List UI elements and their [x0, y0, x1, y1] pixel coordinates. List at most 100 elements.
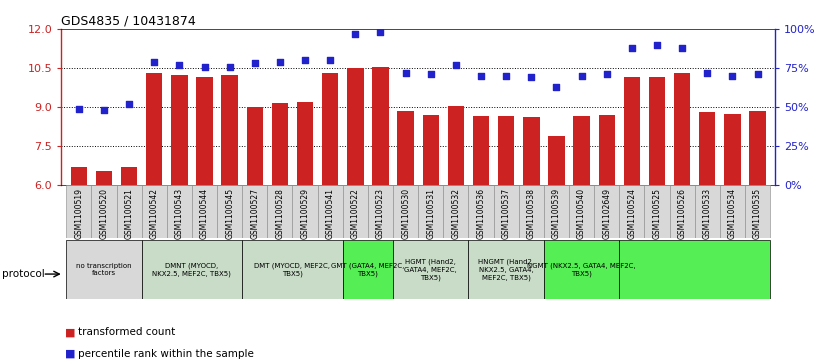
Bar — [498, 116, 514, 185]
Bar — [171, 74, 188, 185]
Point — [324, 57, 337, 63]
Bar — [544, 185, 569, 238]
Point — [248, 61, 261, 66]
Bar — [448, 106, 464, 185]
Bar — [142, 185, 166, 238]
Text: GSM1102649: GSM1102649 — [602, 188, 611, 239]
Text: GSM1100538: GSM1100538 — [527, 188, 536, 239]
Bar — [749, 111, 765, 185]
Text: DMNT (MYOCD,
NKX2.5, MEF2C, TBX5): DMNT (MYOCD, NKX2.5, MEF2C, TBX5) — [153, 262, 232, 277]
Bar — [393, 185, 418, 238]
Bar — [548, 136, 565, 185]
Text: GSM1100534: GSM1100534 — [728, 188, 737, 239]
Text: HGMT (Hand2,
GATA4, MEF2C,
TBX5): HGMT (Hand2, GATA4, MEF2C, TBX5) — [405, 258, 457, 281]
Text: GSM1100539: GSM1100539 — [552, 188, 561, 239]
Text: GSM1100519: GSM1100519 — [74, 188, 83, 239]
Bar — [443, 185, 468, 238]
Bar — [599, 115, 615, 185]
Point — [348, 31, 361, 37]
Bar — [569, 185, 594, 238]
Bar — [166, 185, 192, 238]
Point — [475, 73, 488, 79]
Text: GSM1100545: GSM1100545 — [225, 188, 234, 239]
Point — [73, 106, 86, 111]
Bar — [66, 185, 91, 238]
Text: protocol: protocol — [2, 269, 45, 279]
Bar — [619, 185, 645, 238]
Bar — [523, 118, 539, 185]
Bar — [197, 77, 213, 185]
Point — [223, 64, 236, 69]
Bar — [343, 240, 393, 299]
Bar — [192, 185, 217, 238]
Bar — [397, 111, 414, 185]
Point — [122, 101, 135, 107]
Text: GSM1100533: GSM1100533 — [703, 188, 712, 239]
Bar — [423, 115, 439, 185]
Point — [198, 64, 211, 69]
Text: ■: ■ — [65, 349, 76, 359]
Bar — [720, 185, 745, 238]
Text: GSM1100529: GSM1100529 — [300, 188, 309, 239]
Point — [148, 59, 161, 65]
Point — [399, 70, 412, 76]
Text: GSM1100526: GSM1100526 — [677, 188, 687, 239]
Text: GSM1100527: GSM1100527 — [251, 188, 259, 239]
Bar — [393, 240, 468, 299]
Bar — [146, 73, 162, 185]
Text: GMT (GATA4, MEF2C,
TBX5): GMT (GATA4, MEF2C, TBX5) — [331, 262, 405, 277]
Bar — [745, 185, 770, 238]
Text: GSM1100540: GSM1100540 — [577, 188, 586, 239]
Point — [575, 73, 588, 79]
Text: percentile rank within the sample: percentile rank within the sample — [78, 349, 255, 359]
Bar — [322, 73, 339, 185]
Text: NGMT (NKX2.5, GATA4, MEF2C,
TBX5): NGMT (NKX2.5, GATA4, MEF2C, TBX5) — [527, 262, 636, 277]
Bar — [418, 185, 443, 238]
Bar — [246, 107, 263, 185]
Text: GSM1100541: GSM1100541 — [326, 188, 335, 239]
Bar — [544, 240, 619, 299]
Bar — [519, 185, 544, 238]
Bar — [619, 240, 770, 299]
Bar — [694, 185, 720, 238]
Bar — [343, 185, 368, 238]
Bar — [674, 73, 690, 185]
Bar — [221, 74, 237, 185]
Point — [650, 42, 663, 48]
Point — [273, 59, 286, 65]
Text: GSM1100522: GSM1100522 — [351, 188, 360, 238]
Bar — [725, 114, 741, 185]
Bar — [66, 240, 142, 299]
Text: GSM1100531: GSM1100531 — [426, 188, 435, 239]
Bar — [368, 185, 393, 238]
Point — [701, 70, 714, 76]
Bar — [242, 185, 268, 238]
Point — [601, 72, 614, 77]
Bar — [121, 167, 137, 185]
Text: ■: ■ — [65, 327, 76, 337]
Bar — [645, 185, 670, 238]
Bar — [574, 116, 590, 185]
Text: GSM1100532: GSM1100532 — [451, 188, 460, 239]
Text: GSM1100530: GSM1100530 — [401, 188, 410, 239]
Text: GSM1100520: GSM1100520 — [100, 188, 109, 239]
Point — [97, 107, 110, 113]
Text: GDS4835 / 10431874: GDS4835 / 10431874 — [61, 15, 196, 28]
Text: transformed count: transformed count — [78, 327, 175, 337]
Bar — [372, 67, 388, 185]
Text: DMT (MYOCD, MEF2C,
TBX5): DMT (MYOCD, MEF2C, TBX5) — [255, 262, 330, 277]
Point — [525, 74, 538, 80]
Point — [424, 72, 437, 77]
Bar — [494, 185, 519, 238]
Bar — [699, 112, 716, 185]
Bar — [91, 185, 117, 238]
Bar — [242, 240, 343, 299]
Bar — [468, 185, 494, 238]
Text: GSM1100523: GSM1100523 — [376, 188, 385, 239]
Bar — [468, 240, 544, 299]
Point — [374, 29, 387, 35]
Point — [625, 45, 638, 51]
Bar — [317, 185, 343, 238]
Bar — [649, 77, 665, 185]
Point — [450, 62, 463, 68]
